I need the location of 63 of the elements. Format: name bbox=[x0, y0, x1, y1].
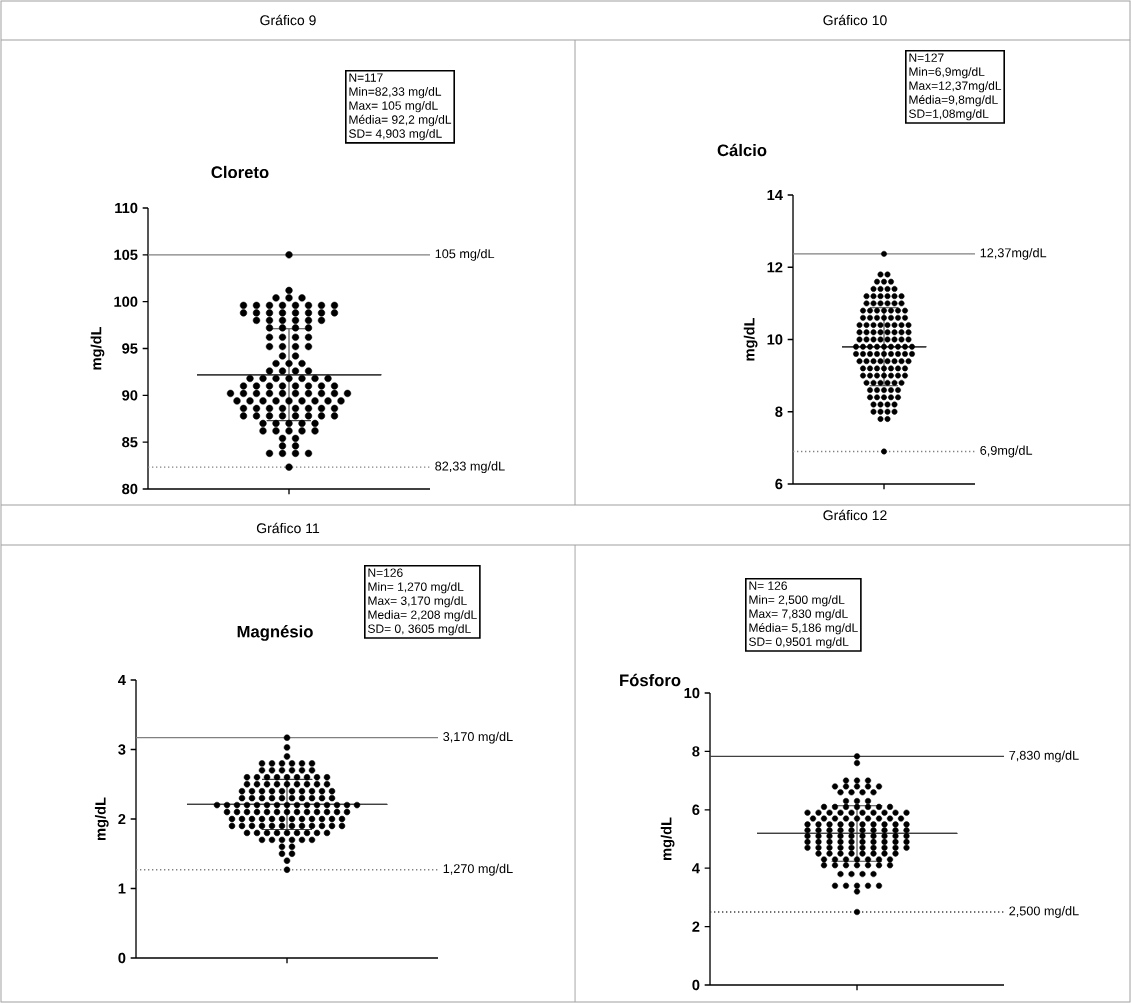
y-axis-title: mg/dL bbox=[660, 817, 675, 861]
y-tick-label: 3 bbox=[118, 744, 126, 755]
y-axis-title: mg/dL bbox=[94, 797, 109, 841]
y-tick-label: 95 bbox=[122, 343, 138, 354]
y-tick-label: 2 bbox=[118, 813, 126, 825]
ref-line-label: 105 mg/dL bbox=[435, 248, 495, 261]
y-tick-label: 110 bbox=[115, 202, 138, 214]
y-tick-label: 1 bbox=[118, 883, 126, 894]
y-tick-label: 14 bbox=[767, 189, 783, 201]
text: Max= 7,830 mg/dL bbox=[749, 609, 848, 621]
y-tick-label: 6 bbox=[775, 478, 783, 490]
y-tick-label: 105 bbox=[114, 249, 138, 261]
y-tick-label: 8 bbox=[775, 406, 783, 417]
text: N=126 bbox=[368, 568, 403, 577]
y-tick-label: 85 bbox=[122, 436, 138, 448]
text: Média= 92,2 mg/dL bbox=[349, 114, 452, 127]
y-axis-title: mg/dL bbox=[90, 326, 105, 370]
y-tick-label: 6 bbox=[692, 804, 700, 815]
ref-line-label: 82,33 mg/dL bbox=[435, 461, 505, 474]
ref-line-label: 6,9mg/dL bbox=[980, 445, 1033, 458]
chart-title: Fósforo bbox=[620, 673, 681, 687]
text: Gráfico 11 bbox=[256, 522, 320, 534]
ref-line-label: 1,270 mg/dL bbox=[443, 863, 513, 876]
text: Min= 2,500 mg/dL bbox=[749, 595, 845, 607]
y-tick-label: 2 bbox=[692, 921, 700, 932]
ref-line-label: 12,37mg/dL bbox=[980, 247, 1047, 260]
y-tick-label: 0 bbox=[118, 952, 126, 964]
y-tick-label: 10 bbox=[767, 334, 783, 345]
y-tick-label: 10 bbox=[684, 687, 700, 699]
text: Max= 3,170 mg/dL bbox=[368, 596, 467, 608]
text: SD=1,08mg/dL bbox=[909, 109, 989, 121]
ref-line-label: 3,170 mg/dL bbox=[443, 731, 513, 744]
text: Min=6,9mg/dL bbox=[909, 67, 985, 79]
text: Min=82,33 mg/dL bbox=[349, 87, 442, 99]
y-tick-label: 100 bbox=[114, 296, 138, 307]
text: Media= 2,208 mg/dL bbox=[368, 610, 477, 622]
text: Max=12,37mg/dL bbox=[909, 81, 1002, 93]
ref-line-label: 7,830 mg/dL bbox=[1009, 750, 1079, 763]
chart-title: Cloreto bbox=[211, 165, 269, 179]
y-tick-label: 80 bbox=[122, 483, 138, 495]
ref-line-label: 2,500 mg/dL bbox=[1009, 906, 1079, 918]
y-axis-title: mg/dL bbox=[743, 317, 758, 361]
text: SD= 0, 3605 mg/dL bbox=[368, 624, 471, 636]
y-tick-label: 90 bbox=[122, 390, 138, 401]
chart-title: Magnésio bbox=[237, 625, 313, 641]
y-tick-label: 12 bbox=[767, 262, 783, 273]
text: N= 126 bbox=[749, 581, 787, 590]
text: Gráfico 9 bbox=[260, 14, 316, 26]
text: N=127 bbox=[909, 53, 944, 62]
text: Min= 1,270 mg/dL bbox=[368, 582, 464, 594]
y-tick-label: 8 bbox=[692, 746, 700, 757]
text: N=117 bbox=[349, 73, 383, 82]
y-tick-label: 0 bbox=[692, 979, 700, 991]
chart-title: Cálcio bbox=[717, 143, 767, 157]
text: Média=9,8mg/dL bbox=[909, 94, 998, 107]
text: Gráfico 10 bbox=[823, 14, 887, 26]
text: Gráfico 12 bbox=[823, 509, 887, 521]
text: Max= 105 mg/dL bbox=[349, 101, 438, 113]
text: Média= 5,186 mg/dL bbox=[749, 622, 858, 635]
text: SD= 4,903 mg/dL bbox=[349, 129, 442, 141]
y-tick-label: 4 bbox=[692, 863, 700, 874]
text: SD= 0,9501 mg/dL bbox=[749, 637, 849, 649]
y-tick-label: 4 bbox=[118, 674, 126, 686]
